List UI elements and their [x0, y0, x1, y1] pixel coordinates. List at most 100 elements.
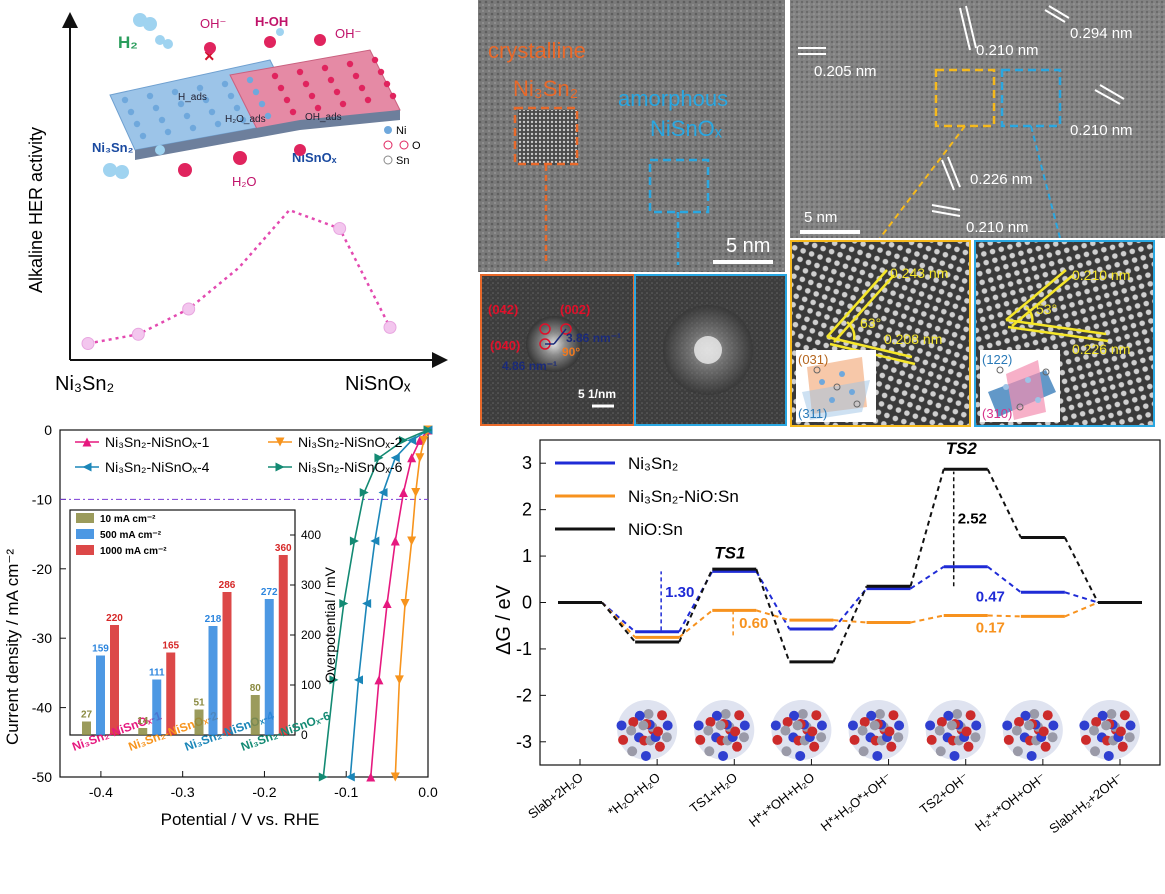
bar: [250, 695, 260, 735]
energy-connector: [910, 614, 944, 624]
bar-value-label: 51: [193, 698, 205, 709]
activity-schematic-panel: Alkaline HER activity Ni₃Sn₂ NiSnOₓ H₂ O…: [0, 0, 470, 410]
volcano-point: [81, 337, 95, 350]
lsv-point: [390, 453, 400, 463]
structure-atom: [946, 720, 957, 731]
bar-value-label: 360: [275, 543, 292, 554]
bar-value-label: 286: [219, 580, 236, 591]
slab-atom: [271, 72, 279, 80]
structure-atom: [772, 734, 783, 745]
structure-atom: [792, 720, 803, 731]
bar-legend-label: 10 mA cm⁻²: [100, 514, 156, 525]
structure-atom: [1115, 726, 1126, 737]
slab-atom: [258, 100, 266, 108]
structure-atom: [653, 726, 664, 737]
structure-atom: [816, 720, 827, 731]
lsv-point: [345, 772, 355, 782]
energy-legend: Ni₃Sn₂ Ni₃Sn₂-NiO:Sn NiO:Sn: [555, 454, 739, 539]
structure-atom: [925, 720, 936, 731]
bar-value-label: 111: [149, 668, 165, 679]
label-amorphous: amorphous: [618, 86, 728, 111]
structure-atom: [872, 750, 883, 761]
slab-atom: [264, 112, 272, 120]
slab-atom: [208, 108, 216, 116]
slab-atom: [327, 76, 335, 84]
fft-d2: 4.86 nm⁻¹: [502, 359, 557, 373]
volcano-point: [383, 320, 397, 334]
energy-y-tick-label: 3: [522, 453, 532, 473]
energy-connector: [832, 585, 868, 663]
structure-atom: [628, 716, 639, 727]
lsv-series: [318, 425, 433, 782]
structure-atom: [715, 720, 726, 731]
lsv-point: [407, 536, 417, 546]
structure-atom: [1091, 716, 1102, 727]
slab-atom: [133, 120, 141, 128]
lsv-series-line: [369, 429, 429, 778]
structure-atom: [1029, 709, 1040, 720]
structure-atom: [857, 725, 868, 736]
lsv-point: [374, 453, 384, 463]
slab-atom: [233, 104, 241, 112]
hrtem-inset-left: 0.243 nm 63° 0.208 nm (031) (311): [790, 240, 971, 427]
structure-atom: [949, 750, 960, 761]
lsv-chart: Current density / mA cm⁻² Potential / V …: [3, 422, 438, 829]
bar: [110, 625, 119, 735]
label-h2o: H₂O: [232, 174, 257, 189]
structure-atom: [797, 709, 808, 720]
structure-atom: [638, 720, 649, 731]
structure-atom: [961, 726, 972, 737]
structure-atom: [1042, 710, 1053, 721]
label-oh-ads: OH_ads: [305, 112, 342, 123]
bar-legend-swatch: [76, 545, 94, 555]
tem-image-crystalline-amorphous: crystalline Ni₃Sn₂ amorphous NiSnOₓ 5 nm: [478, 0, 785, 272]
structure-atom: [627, 746, 638, 757]
bar: [96, 655, 105, 735]
structure-atom: [1124, 732, 1135, 743]
lsv-point: [349, 536, 359, 546]
structure-atom: [1014, 716, 1025, 727]
lsv-legend-marker: [82, 437, 92, 447]
lsv-point: [398, 435, 408, 445]
bar-legend-label: 1000 mA cm⁻²: [100, 546, 167, 557]
structure-atom: [963, 741, 974, 752]
lsv-y-label: Current density / mA cm⁻²: [3, 549, 22, 745]
volcano-point: [333, 222, 347, 235]
structure-atom: [720, 709, 731, 720]
label-x: ×: [204, 46, 215, 66]
label-ni3sn2-slab: Ni₃Sn₂: [92, 140, 134, 155]
energy-connector: [678, 568, 714, 643]
volcano-point: [182, 302, 196, 316]
bar: [264, 599, 274, 735]
structure-atom: [695, 734, 706, 745]
lsv-series-line: [349, 429, 429, 778]
lsv-legend-label: Ni₃Sn₂-NiSnOₓ-4: [105, 459, 210, 475]
label-oh-2: OH⁻: [335, 26, 361, 41]
structure-images: [616, 700, 1140, 761]
structure-atom: [1038, 726, 1049, 737]
lsv-axes: -0.4 -0.3 -0.2 -0.1 0.0 0 -10 -20 -30 -40 -50: [32, 422, 438, 800]
fft-crystalline: (042) (002) (040) 3.86 nm⁻¹ 90° 4.86 nm⁻…: [480, 274, 635, 426]
energy-y-tick-label: -1: [516, 639, 532, 659]
slab-atom: [127, 108, 135, 116]
energy-connector: [755, 568, 791, 663]
scale-label-tem1: 5 nm: [726, 235, 770, 257]
energy-connector: [833, 619, 867, 624]
legend-sn: Sn: [396, 155, 409, 167]
lsv-point: [390, 536, 400, 546]
slab-atom: [308, 92, 316, 100]
slab-atom: [377, 68, 385, 76]
legend-ni: Ni: [396, 125, 406, 137]
structure-atom: [616, 720, 627, 731]
structure-atom: [926, 734, 937, 745]
slab-atom: [189, 124, 197, 132]
lsv-legend: Ni₃Sn₂-NiSnOₓ-1 Ni₃Sn₂-NiSnOₓ-2 Ni₃Sn₂-NiS…: [75, 434, 403, 475]
energy-x-tick-label: Slab+H₂+2OH⁻: [1046, 770, 1126, 837]
slab-atom: [246, 76, 254, 84]
lsv-x-tick-label: -0.4: [89, 784, 113, 800]
hrtem-left-d0208: 0.208 nm: [884, 331, 942, 347]
lsv-point: [419, 435, 429, 445]
hrtem-right-svg: 0.210 nm 53° 0.226 nm (122) (310): [976, 242, 1153, 425]
energy-connector: [1064, 601, 1099, 618]
slab-atom: [364, 96, 372, 104]
